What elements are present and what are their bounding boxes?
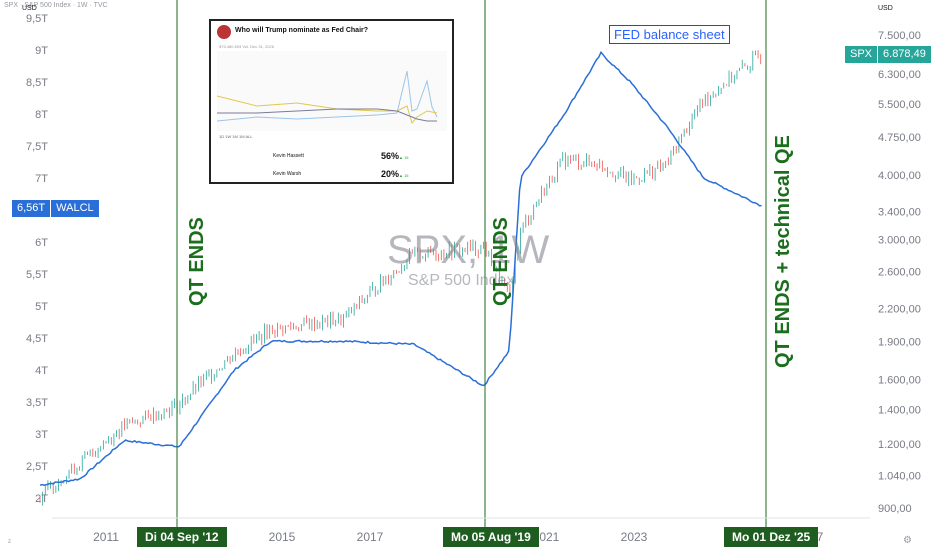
date-label-2[interactable]: Mo 05 Aug '19 (443, 527, 539, 547)
right-axis-tick-2: 1.200,00 (878, 439, 921, 451)
left-axis-tick-12: 8,5T (26, 77, 48, 89)
time-axis-tick-3: 2021 (533, 530, 560, 544)
right-axis-tick-9: 3.400,00 (878, 206, 921, 218)
walcl-series-line (39, 50, 762, 486)
left-axis-tick-5: 4,5T (26, 333, 48, 345)
right-axis-tick-12: 5.500,00 (878, 99, 921, 111)
candidate-chg-1: ▲ 15 (399, 155, 409, 160)
qt-ends-label-3[interactable]: QT ENDS + technical QE (772, 135, 794, 368)
right-axis-tick-0: 900,00 (878, 503, 912, 515)
left-axis-tick-11: 8T (35, 109, 48, 121)
time-axis-tick-4: 2023 (621, 530, 648, 544)
settings-gear-icon[interactable]: ⚙ (903, 535, 912, 546)
symbol-header[interactable]: SPX · S&P 500 Index · 1W · TVC (4, 2, 108, 9)
left-axis-tick-7: 5,5T (26, 269, 48, 281)
right-axis-tick-14: 7.500,00 (878, 30, 921, 42)
walcl-value: 6,56T (12, 200, 51, 217)
polymarket-inset[interactable]: Who will Trump nominate as Fed Chair? $7… (209, 19, 454, 184)
inset-mini-chart (217, 51, 447, 131)
left-currency-label[interactable]: USD (22, 5, 37, 12)
date-label-1[interactable]: Di 04 Sep '12 (137, 527, 227, 547)
left-axis-tick-14: 9,5T (26, 13, 48, 25)
time-axis-tick-2: 2017 (357, 530, 384, 544)
watermark-name: S&P 500 Index (408, 272, 515, 289)
right-axis-tick-7: 2.600,00 (878, 266, 921, 278)
date-label-3[interactable]: Mo 01 Dez '25 (724, 527, 819, 547)
left-axis-tick-3: 3,5T (26, 397, 48, 409)
right-currency-label[interactable]: USD (878, 5, 893, 12)
left-axis-tick-9: 7T (35, 173, 48, 185)
candidate-chg-2: ▲ 15 (399, 173, 409, 178)
left-axis-tick-0: 2T (35, 493, 48, 505)
spx-price-badge: SPX 6.878,49 (845, 46, 931, 63)
left-price-axis[interactable]: 2T 2,5T 3T 3,5T 4T 4,5T 5T 5,5T 6T 7T 7,5T 8T 8,5T 9T… (26, 13, 48, 505)
spx-candles (39, 50, 762, 506)
right-axis-tick-4: 1.600,00 (878, 375, 921, 387)
time-axis-tick-0: 2011 (93, 530, 119, 544)
inset-title: Who will Trump nominate as Fed Chair? (235, 27, 369, 34)
right-axis-tick-11: 4.750,00 (878, 132, 921, 144)
walcl-name: WALCL (50, 200, 99, 217)
cc-icon[interactable]: z (8, 539, 11, 545)
candidate-name-1: Kevin Hassett (273, 153, 304, 159)
candidate-name-2: Kevin Warsh (273, 171, 302, 177)
watermark-symbol: SPX, 1W (387, 228, 550, 272)
candidate-pct-1: 56% (381, 151, 400, 161)
inset-meta: $75,480,693 Vol. Dec 31, 2026 (219, 44, 274, 49)
walcl-price-badge: 6,56T WALCL (12, 200, 99, 217)
left-axis-tick-6: 5T (35, 301, 48, 313)
fed-balance-sheet-label[interactable]: FED balance sheet (609, 25, 730, 44)
left-axis-tick-8: 6T (35, 237, 48, 249)
inset-range-tabs[interactable]: 1D 1W 1M 1M ALL (219, 134, 253, 139)
qt-ends-label-1[interactable]: QT ENDS (186, 217, 208, 306)
right-price-axis[interactable]: 900,00 1.040,00 1.200,00 1.400,00 1.600,00 1.… (878, 30, 921, 515)
right-axis-tick-6: 2.200,00 (878, 304, 921, 316)
spx-value: 6.878,49 (877, 46, 931, 63)
right-axis-tick-1: 1.040,00 (878, 471, 921, 483)
right-axis-tick-13: 6.300,00 (878, 69, 921, 81)
candidate-pct-2: 20% (381, 169, 400, 179)
left-axis-tick-2: 3T (35, 429, 48, 441)
right-axis-tick-8: 3.000,00 (878, 234, 921, 246)
left-axis-tick-10: 7,5T (26, 141, 48, 153)
left-axis-tick-13: 9T (35, 45, 48, 57)
trump-avatar-icon (217, 25, 231, 39)
right-axis-tick-10: 4.000,00 (878, 170, 921, 182)
time-axis-tick-1: 2015 (269, 530, 296, 544)
right-axis-tick-5: 1.900,00 (878, 336, 921, 348)
spx-name: SPX (845, 46, 878, 63)
left-axis-tick-1: 2,5T (26, 461, 48, 473)
qt-ends-label-2[interactable]: QT ENDS (490, 217, 512, 306)
right-axis-tick-3: 1.400,00 (878, 404, 921, 416)
left-axis-tick-4: 4T (35, 365, 48, 377)
